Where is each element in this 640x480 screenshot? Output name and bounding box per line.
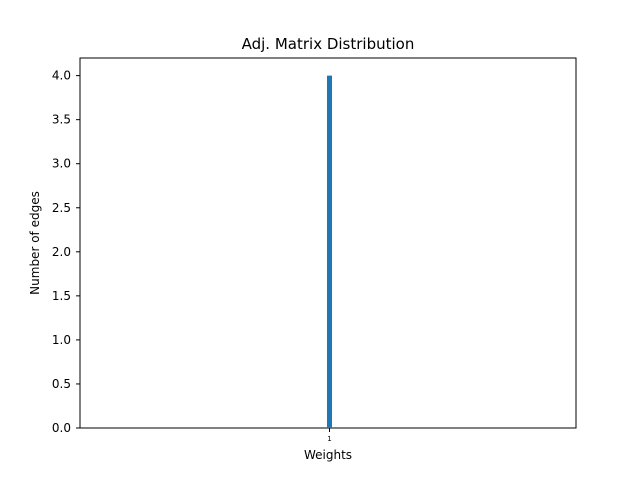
plot-area [79, 57, 577, 429]
y-tick-label: 3.5 [52, 113, 71, 127]
x-tick-label: 1 [327, 435, 331, 443]
y-tick-label: 4.0 [52, 69, 71, 83]
y-tick-label: 0.0 [52, 421, 71, 435]
y-tick-label: 2.0 [52, 245, 71, 259]
y-tick-label: 2.5 [52, 201, 71, 215]
y-axis-label: Number of edges [28, 191, 42, 295]
y-tick-label: 1.5 [52, 289, 71, 303]
chart-title: Adj. Matrix Distribution [242, 35, 415, 53]
x-axis-label: Weights [304, 448, 352, 462]
bar-weight-1 [327, 75, 332, 428]
y-tick-label: 0.5 [52, 377, 71, 391]
y-tick-label: 3.0 [52, 157, 71, 171]
y-tick-label: 1.0 [52, 333, 71, 347]
